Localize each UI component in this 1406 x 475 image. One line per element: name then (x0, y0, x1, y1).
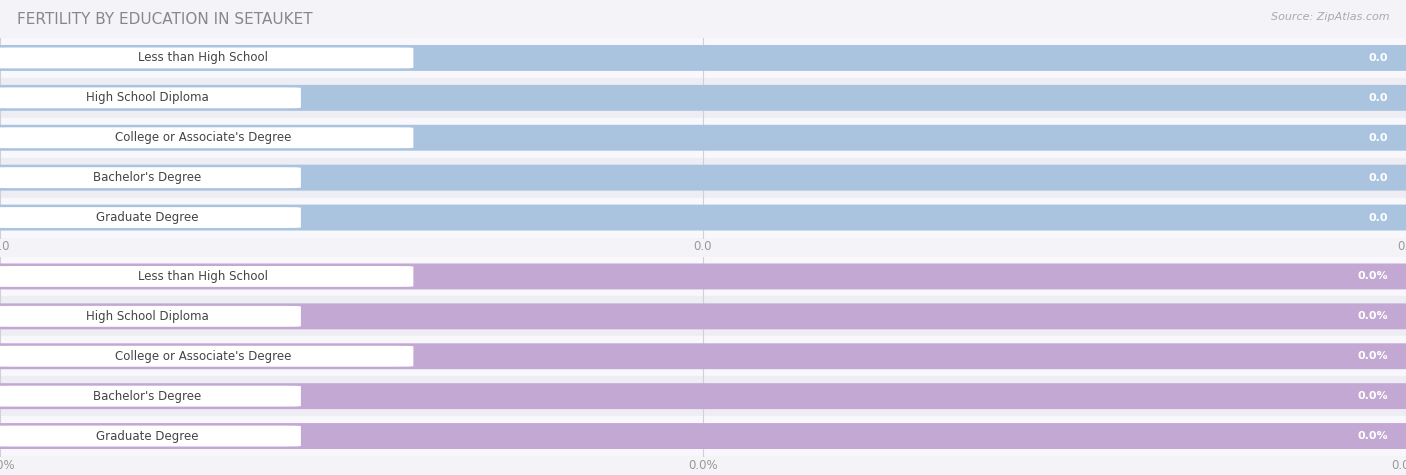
Text: College or Associate's Degree: College or Associate's Degree (115, 131, 291, 144)
FancyBboxPatch shape (0, 306, 301, 327)
FancyBboxPatch shape (0, 167, 301, 188)
FancyBboxPatch shape (0, 127, 413, 148)
FancyBboxPatch shape (0, 386, 301, 407)
FancyBboxPatch shape (0, 346, 413, 367)
Bar (0, 38, 1406, 78)
Text: 0.0: 0.0 (1368, 133, 1388, 143)
FancyBboxPatch shape (0, 87, 301, 108)
FancyBboxPatch shape (0, 423, 1406, 449)
Bar (0, 416, 1406, 456)
Text: Less than High School: Less than High School (138, 51, 269, 65)
FancyBboxPatch shape (0, 48, 413, 68)
Text: High School Diploma: High School Diploma (86, 91, 208, 104)
Bar (0, 376, 1406, 416)
FancyBboxPatch shape (0, 125, 1406, 151)
Text: Graduate Degree: Graduate Degree (96, 429, 198, 443)
Text: 0.0: 0.0 (1368, 172, 1388, 183)
FancyBboxPatch shape (0, 165, 1406, 190)
Text: 0.0%: 0.0% (1357, 351, 1388, 361)
FancyBboxPatch shape (0, 304, 1406, 329)
FancyBboxPatch shape (0, 205, 1406, 230)
Bar (0, 336, 1406, 376)
FancyBboxPatch shape (0, 426, 301, 446)
Text: 0.0%: 0.0% (1357, 311, 1388, 322)
Text: 0.0: 0.0 (1368, 93, 1388, 103)
Text: High School Diploma: High School Diploma (86, 310, 208, 323)
Bar (0, 158, 1406, 198)
FancyBboxPatch shape (0, 45, 1406, 71)
Text: Source: ZipAtlas.com: Source: ZipAtlas.com (1271, 12, 1389, 22)
Bar (0, 296, 1406, 336)
FancyBboxPatch shape (0, 85, 1406, 111)
FancyBboxPatch shape (0, 207, 301, 228)
Bar (0, 198, 1406, 238)
Text: 0.0%: 0.0% (1357, 431, 1388, 441)
Text: 0.0: 0.0 (1368, 53, 1388, 63)
Text: Graduate Degree: Graduate Degree (96, 211, 198, 224)
FancyBboxPatch shape (0, 264, 1406, 289)
FancyBboxPatch shape (0, 343, 1406, 369)
Bar (0, 118, 1406, 158)
Text: FERTILITY BY EDUCATION IN SETAUKET: FERTILITY BY EDUCATION IN SETAUKET (17, 12, 312, 27)
FancyBboxPatch shape (0, 266, 413, 287)
Bar (0, 78, 1406, 118)
Text: 0.0%: 0.0% (1357, 391, 1388, 401)
Text: 0.0: 0.0 (1368, 212, 1388, 223)
Text: College or Associate's Degree: College or Associate's Degree (115, 350, 291, 363)
Text: 0.0%: 0.0% (1357, 271, 1388, 282)
Text: Bachelor's Degree: Bachelor's Degree (93, 171, 201, 184)
FancyBboxPatch shape (0, 383, 1406, 409)
Bar (0, 256, 1406, 296)
Text: Bachelor's Degree: Bachelor's Degree (93, 390, 201, 403)
Text: Less than High School: Less than High School (138, 270, 269, 283)
